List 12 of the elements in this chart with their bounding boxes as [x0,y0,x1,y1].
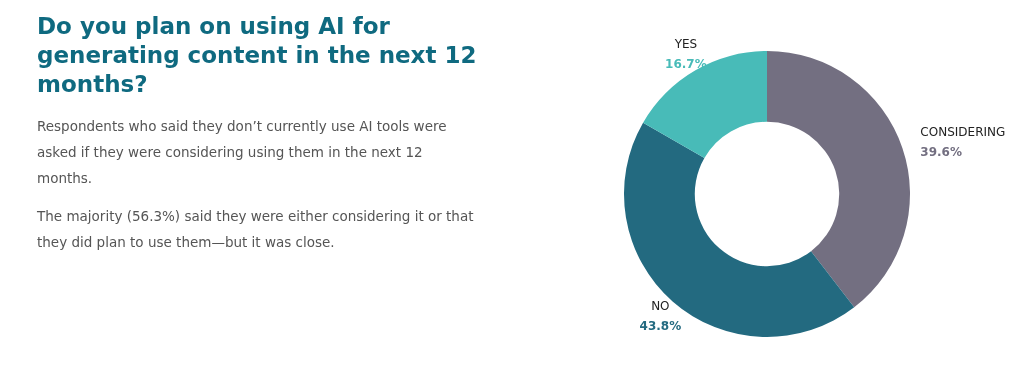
slice-label: NO [651,298,670,313]
donut-slice [624,122,855,337]
text: The majority (56.3%) said they were either considering it or that they did plan to use them—but it was close. [37,207,475,252]
donut-slice [643,51,767,158]
text: Do you plan on using AI for generating content in the next 12 months? [37,12,477,99]
data-label: 39.6% [920,144,963,159]
data-label: 43.8% [639,318,682,333]
slice-label: CONSIDERING [920,124,1006,139]
donut-slice [767,51,910,308]
text: Respondents who said they don’t currently use AI tools were asked if they were considering using them in the next 12 months. [37,117,448,188]
slice-label: YES [673,36,698,51]
data-label: 16.7% [665,56,707,71]
